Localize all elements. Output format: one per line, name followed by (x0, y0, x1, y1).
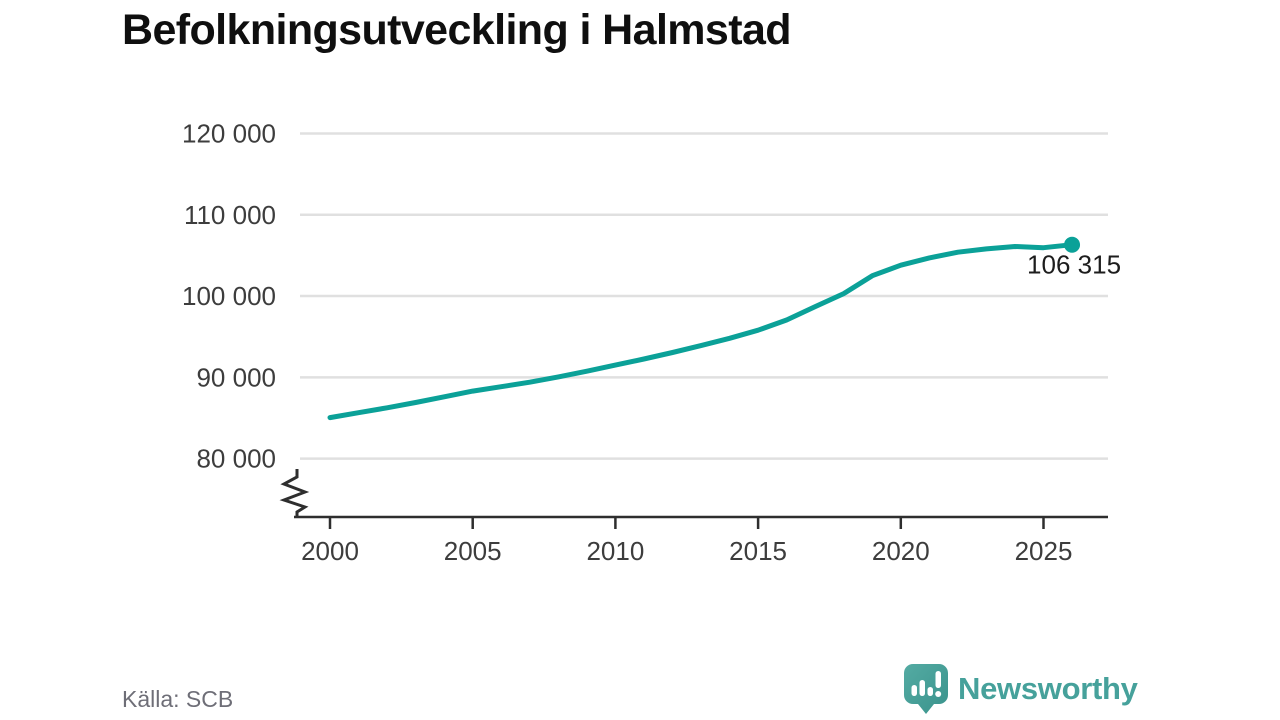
newsworthy-logo: Newsworthy (903, 663, 1138, 715)
x-axis-tick-label: 2020 (872, 536, 930, 566)
y-axis-tick-label: 100 000 (182, 281, 276, 311)
bar-chart-exclamation-bubble-icon (904, 664, 948, 714)
end-value-label: 106 315 (1027, 250, 1121, 280)
x-axis-tick-label: 2005 (444, 536, 502, 566)
y-axis-tick-label: 90 000 (196, 362, 276, 392)
x-axis-tick-label: 2025 (1015, 536, 1073, 566)
end-point-dot (1064, 236, 1081, 253)
page-title: Befolkningsutveckling i Halmstad (122, 6, 792, 54)
x-axis-tick-label: 2015 (729, 536, 787, 566)
source-note: Källa: SCB (122, 686, 234, 712)
brand-name: Newsworthy (958, 671, 1138, 706)
axis-break-icon (279, 469, 310, 516)
x-axis-tick-label: 2000 (301, 536, 359, 566)
y-axis-tick-label: 110 000 (184, 200, 276, 230)
y-axis-tick-label: 120 000 (182, 119, 276, 149)
y-axis-tick-label: 80 000 (196, 444, 276, 474)
x-axis-tick-label: 2010 (586, 536, 644, 566)
population-line (327, 242, 1075, 421)
